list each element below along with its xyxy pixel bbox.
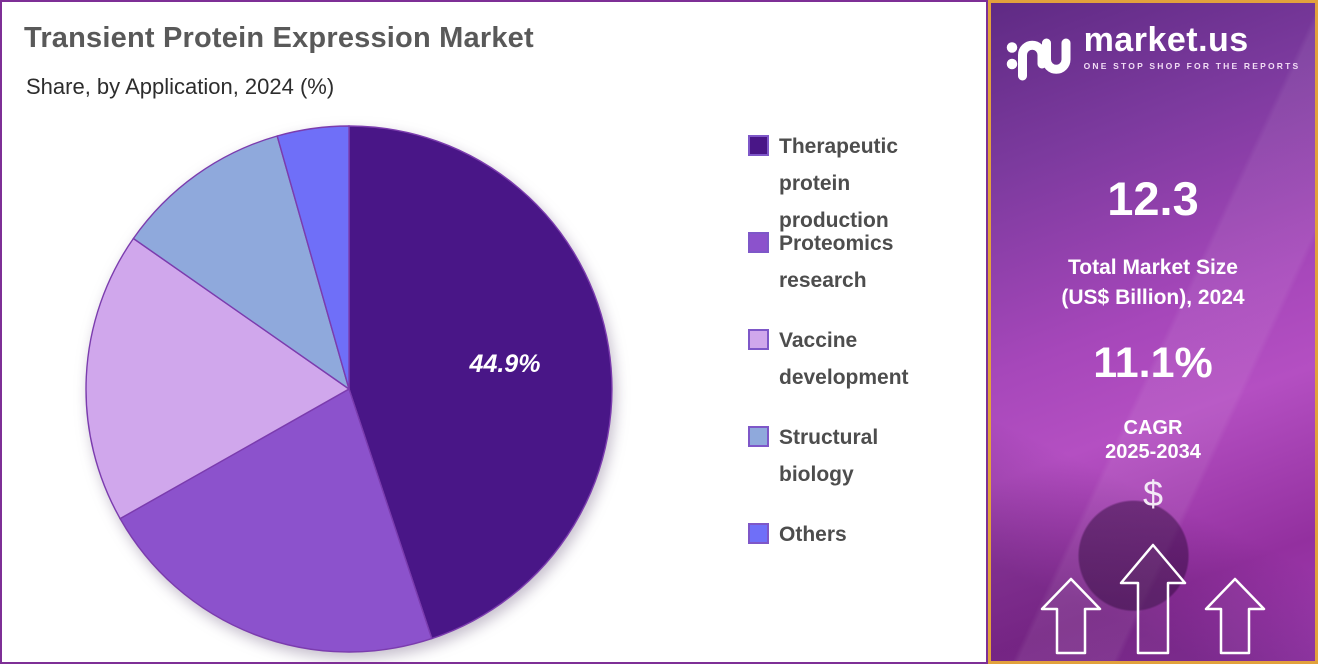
- market-size-label-line1: Total Market Size: [1068, 256, 1238, 279]
- market-size-label-line2: (US$ Billion), 2024: [1061, 286, 1245, 309]
- cagr-label: CAGR 2025-2034: [991, 416, 1315, 464]
- legend-swatch: [748, 329, 769, 350]
- growth-arrows: [991, 543, 1315, 655]
- up-arrow-icon: [1040, 577, 1102, 655]
- legend-item-structural-biology: Structural biology: [748, 419, 963, 516]
- legend-item-vaccine-development: Vaccine development: [748, 322, 963, 419]
- legend-swatch: [748, 523, 769, 544]
- up-arrow-icon: [1204, 577, 1266, 655]
- brand-tagline: ONE STOP SHOP FOR THE REPORTS: [1083, 61, 1301, 71]
- market-size-value: 12.3: [1107, 172, 1199, 225]
- pie-slice-percent-label: 44.9%: [469, 350, 541, 378]
- chart-panel: Transient Protein Expression Market Shar…: [0, 0, 988, 664]
- legend-label: Vaccine development: [779, 329, 909, 389]
- pie-slice-proteomics-research: [119, 387, 433, 653]
- legend-item-proteomics-research: Proteomics research: [748, 225, 963, 322]
- up-arrow-icon: [1119, 543, 1187, 655]
- brand-block: market.us ONE STOP SHOP FOR THE REPORTS: [991, 21, 1315, 85]
- chart-legend: Therapeutic protein production Proteomics…: [748, 128, 963, 613]
- pie-slice-others: [276, 125, 350, 390]
- legend-item-therapeutic-protein-production: Therapeutic protein production: [748, 128, 963, 232]
- brand-name: market.us: [1083, 21, 1249, 59]
- chart-subtitle: Share, by Application, 2024 (%): [26, 74, 335, 99]
- legend-label: Therapeutic protein production: [779, 135, 899, 232]
- legend-label: Others: [779, 523, 847, 546]
- cagr-value: 11.1%: [1093, 339, 1213, 387]
- legend-item-others: Others: [748, 516, 963, 613]
- dollar-icon: $: [1142, 473, 1164, 514]
- pie-slice-vaccine-development: [85, 237, 351, 520]
- page-title: Transient Protein Expression Market: [24, 22, 534, 54]
- brand-sidebar: market.us ONE STOP SHOP FOR THE REPORTS …: [988, 0, 1318, 664]
- cagr-label-line1: CAGR: [1123, 417, 1183, 439]
- legend-swatch: [748, 426, 769, 447]
- brand-text: market.us ONE STOP SHOP FOR THE REPORTS: [1084, 21, 1301, 71]
- pie-chart: 44.9%: [85, 125, 613, 653]
- legend-label: Proteomics research: [779, 232, 894, 292]
- market-us-logo-icon: [1006, 38, 1071, 81]
- pie-slice-therapeutic-protein-production: [348, 125, 613, 640]
- legend-swatch: [748, 232, 769, 253]
- legend-label: Structural biology: [779, 426, 879, 486]
- legend-swatch: [748, 135, 769, 156]
- market-size-label: Total Market Size (US$ Billion), 2024: [991, 253, 1315, 313]
- cagr-label-line2: 2025-2034: [1105, 441, 1201, 463]
